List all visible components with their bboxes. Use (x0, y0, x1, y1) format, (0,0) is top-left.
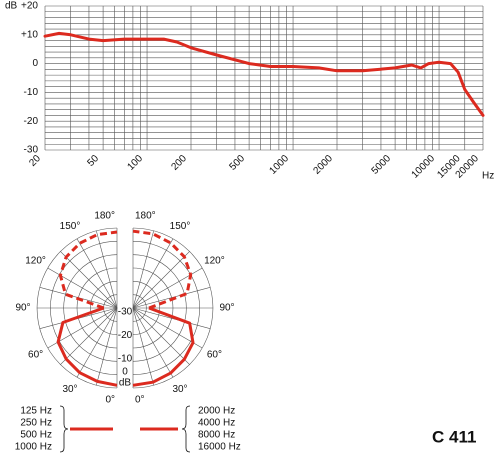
legend-label: 2000 Hz (198, 406, 235, 417)
y-tick-label: +10 (21, 29, 38, 40)
polar-spoke (96, 230, 118, 309)
r-tick-label: -30 (118, 307, 133, 318)
x-tick-label: 5000 (370, 153, 394, 177)
polar-spoke (76, 238, 118, 309)
x-axis-unit: Hz (482, 171, 494, 182)
angle-label: 60° (207, 350, 222, 361)
y-tick-label: -30 (24, 145, 39, 156)
y-axis-label: dB (5, 1, 18, 12)
y-tick-label: -20 (24, 116, 39, 127)
angle-label: 180° (135, 211, 156, 222)
angle-label: 180° (94, 211, 115, 222)
legend-label: 250 Hz (20, 418, 52, 429)
y-tick-label: 0 (32, 58, 38, 69)
polar-spoke (47, 267, 118, 309)
angle-label: 150° (60, 221, 81, 232)
polar-spoke (132, 307, 203, 349)
polar-spoke (60, 307, 118, 365)
polar-spoke (76, 307, 118, 378)
angle-label: 30° (62, 384, 77, 395)
legend-label: 4000 Hz (198, 418, 235, 429)
legend-brace (59, 405, 69, 453)
x-tick-label: 500 (228, 153, 248, 173)
polar-spoke (132, 238, 174, 309)
polar-spoke (60, 251, 118, 309)
r-tick-label: -20 (118, 330, 133, 341)
x-tick-label: 2000 (311, 153, 335, 177)
y-tick-label: +20 (21, 1, 38, 12)
r-tick-label: -10 (118, 354, 133, 365)
legend-label: 1000 Hz (15, 442, 52, 453)
polar-spoke (132, 251, 190, 309)
angle-label: 0° (105, 395, 115, 406)
legend-label: 8000 Hz (198, 430, 235, 441)
angle-label: 0° (135, 395, 145, 406)
angle-label: 120° (25, 256, 46, 267)
polar-curve-front (56, 306, 118, 387)
x-tick-label: 50 (85, 153, 101, 169)
x-tick-label: 200 (169, 153, 189, 173)
legend-label: 16000 Hz (198, 442, 241, 453)
x-tick-label: 100 (125, 153, 145, 173)
polar-spoke (132, 307, 211, 329)
polar-spoke (132, 230, 154, 309)
angle-label: 90° (15, 303, 30, 314)
angle-label: 150° (170, 221, 191, 232)
polar-spoke (132, 287, 211, 309)
legend-label: 125 Hz (20, 406, 52, 417)
polar-spoke (96, 307, 118, 386)
r-tick-label: 0 (122, 367, 128, 378)
polar-curve-rear (58, 230, 118, 310)
model-label: C 411 (432, 427, 476, 446)
y-tick-label: -10 (24, 87, 39, 98)
angle-label: 30° (172, 384, 187, 395)
angle-label: 90° (219, 303, 234, 314)
polar-curve-rear (132, 229, 193, 310)
angle-label: 60° (28, 350, 43, 361)
polar-spoke (132, 307, 174, 378)
response-curve (43, 31, 485, 117)
r-axis-label: dB (119, 378, 132, 389)
legend-label: 500 Hz (20, 430, 52, 441)
polar-curve-front (132, 306, 195, 387)
x-tick-label: 1000 (268, 153, 292, 177)
polar-spoke (132, 307, 190, 365)
x-tick-label: 10000 (410, 153, 438, 181)
legend-brace (181, 405, 191, 453)
polar-spoke (132, 307, 154, 386)
angle-label: 120° (204, 256, 225, 267)
